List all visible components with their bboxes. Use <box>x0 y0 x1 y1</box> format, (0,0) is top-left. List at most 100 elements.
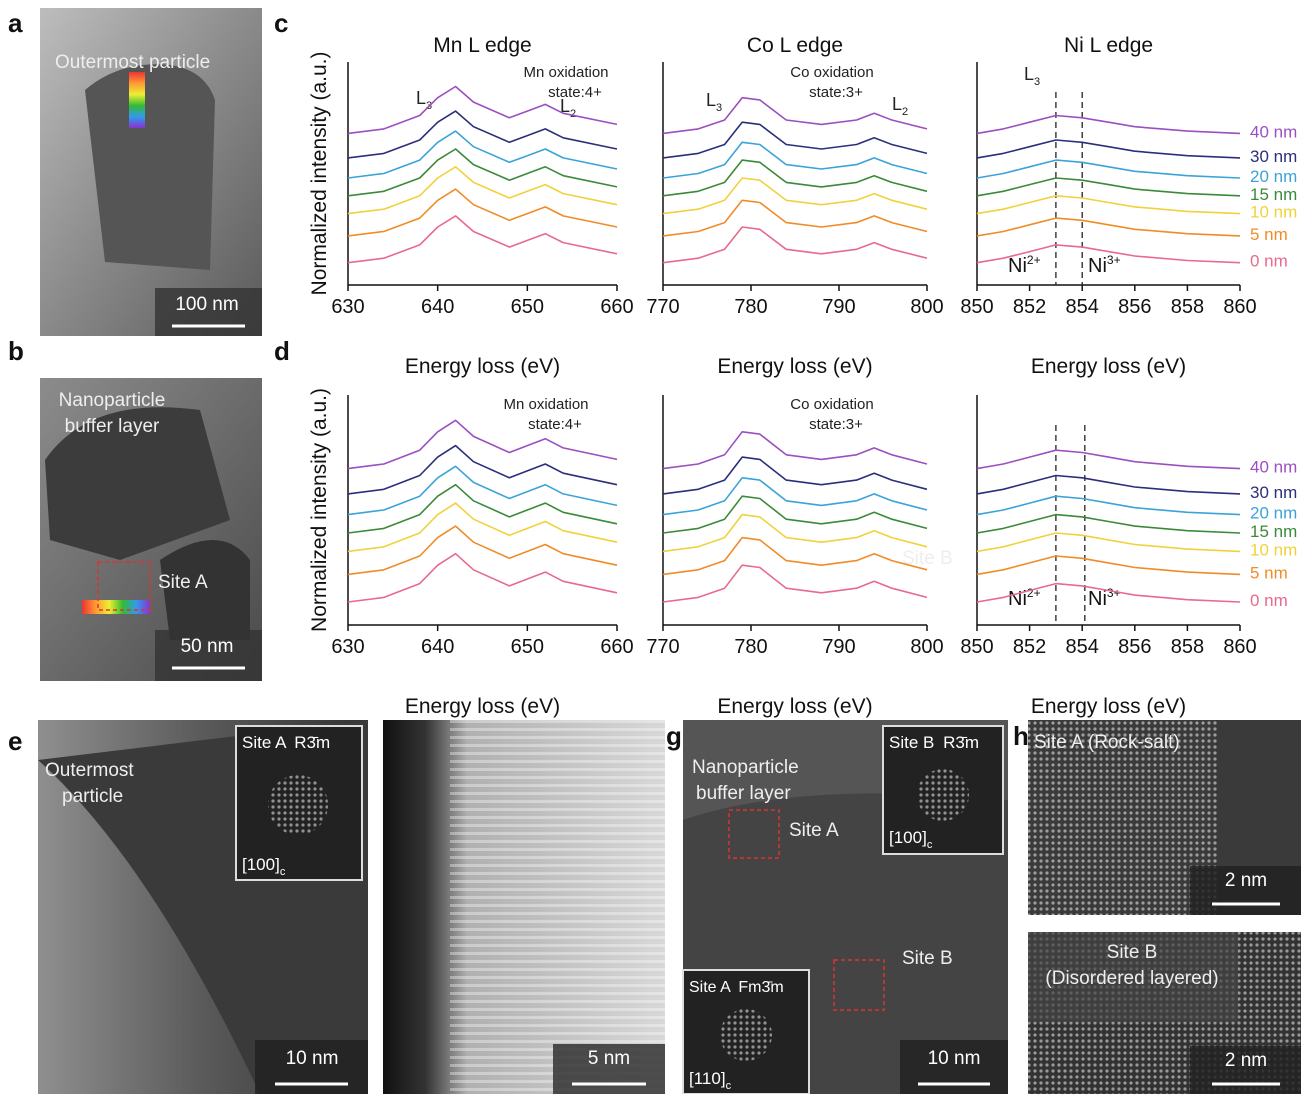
spectrum-line <box>977 450 1240 468</box>
panel-label: h <box>1013 721 1029 751</box>
legend-label: 10 nm <box>1250 540 1297 559</box>
x-tick-label: 850 <box>960 636 993 658</box>
x-tick-label: 650 <box>511 296 544 318</box>
panel-label: c <box>274 8 288 38</box>
micrograph-b: Nanoparticle buffer layer 50 nm <box>40 378 262 681</box>
page: a b c d e f g h Outermost particle 100 n… <box>0 0 1311 1094</box>
image-label: Nanoparticle <box>59 390 166 411</box>
x-tick-label: 858 <box>1171 636 1204 658</box>
x-tick-label: 852 <box>1013 636 1046 658</box>
spectrum-line <box>663 432 927 469</box>
micrograph-a: Outermost particle 100 nm <box>40 8 262 336</box>
x-tick-label: 770 <box>646 636 679 658</box>
x-axis-label: Energy loss (eV) <box>1031 355 1186 378</box>
inset-label: Site B R3̄m <box>889 733 979 752</box>
figure: a b c d e f g h Outermost particle 100 n… <box>0 0 1311 1094</box>
annotation: state:3+ <box>809 84 863 101</box>
annotation-sup: 3+ <box>1107 253 1121 267</box>
x-tick-label: 780 <box>734 296 767 318</box>
legend-label: 15 nm <box>1250 185 1297 204</box>
chart-title: Co L edge <box>747 34 843 57</box>
legend-label: 0 nm <box>1250 591 1288 610</box>
inset-axis-sub: c <box>280 866 286 878</box>
y-axis-label: Normalized intensity (a.u.) <box>308 52 331 296</box>
annotation-text: Ni <box>1008 255 1027 277</box>
annotation: Mn oxidation <box>523 64 608 81</box>
image-label: Nanoparticle <box>692 757 799 778</box>
legend-label: 40 nm <box>1250 458 1297 477</box>
annotation-text: L <box>892 94 902 114</box>
x-tick-label: 856 <box>1118 296 1151 318</box>
micrograph-h: Site A (Rock-salt) 2 nm Site B (Disorder… <box>1028 720 1301 1094</box>
annotation-sup: 2+ <box>1027 253 1041 267</box>
annotation: L3 <box>706 90 722 114</box>
annotation-text: Ni <box>1088 255 1107 277</box>
inset-site: Site A <box>689 979 731 996</box>
inset-site: Site A <box>242 733 287 752</box>
annotation-sub: 2 <box>570 108 576 120</box>
spectrum-line <box>977 476 1240 494</box>
x-tick-label: 850 <box>960 296 993 318</box>
annotation: Co oxidation <box>790 396 873 413</box>
legend-label: 40 nm <box>1250 122 1297 141</box>
spectrum-line <box>977 496 1240 514</box>
scale-bar-label: 10 nm <box>928 1048 981 1069</box>
spectrum-line <box>348 554 617 602</box>
annotation: state:3+ <box>809 416 863 433</box>
image-label: buffer layer <box>65 416 160 437</box>
x-tick-label: 660 <box>600 636 633 658</box>
x-tick-label: 640 <box>421 296 454 318</box>
spectrum-line <box>977 533 1240 551</box>
chart-title: Mn L edge <box>433 34 531 57</box>
panel-label: g <box>666 721 682 751</box>
spectrum-line <box>348 131 617 178</box>
annotation-sub: 3 <box>1034 76 1040 88</box>
image-label: Site B <box>1107 942 1158 963</box>
x-tick-label: 800 <box>910 636 943 658</box>
spectrum-line <box>977 116 1240 134</box>
annotation: L3 <box>1024 64 1040 88</box>
inset-group: R3̄m <box>294 733 330 752</box>
legend-label: 0 nm <box>1250 252 1288 271</box>
x-tick-label: 854 <box>1066 296 1099 318</box>
spectrum-line <box>977 178 1240 196</box>
x-tick-label: 800 <box>910 296 943 318</box>
image-label: Outermost particle <box>55 52 210 73</box>
x-tick-label: 650 <box>511 636 544 658</box>
region-label: Site B <box>902 948 953 969</box>
inset-group: Fm3̄m <box>738 979 783 996</box>
x-tick-label: 860 <box>1223 636 1256 658</box>
x-tick-label: 856 <box>1118 636 1151 658</box>
x-tick-label: 630 <box>331 636 364 658</box>
inset-group: R3̄m <box>943 733 979 752</box>
legend-label: 20 nm <box>1250 504 1297 523</box>
spectrum-line <box>977 218 1240 236</box>
scale-bar-label: 2 nm <box>1225 1050 1267 1071</box>
spectrum-line <box>977 515 1240 533</box>
annotation: L3 <box>416 88 432 112</box>
x-tick-label: 780 <box>734 636 767 658</box>
spectrum-line <box>663 142 927 178</box>
x-tick-label: 630 <box>331 296 364 318</box>
spectrum-line <box>977 140 1240 158</box>
spectrum-line <box>977 556 1240 574</box>
x-axis-label: Energy loss (eV) <box>1031 695 1186 718</box>
scale-bar-label: 50 nm <box>181 636 234 657</box>
micrograph-g: Nanoparticle buffer layer Site A Site B … <box>683 548 1008 1094</box>
x-axis-label: Energy loss (eV) <box>717 355 872 378</box>
annotation: state:4+ <box>528 416 582 433</box>
annotation-sub: 3 <box>716 102 722 114</box>
x-axis-label: Energy loss (eV) <box>405 355 560 378</box>
inset-axis-text: [110] <box>689 1069 726 1088</box>
x-tick-label: 790 <box>822 636 855 658</box>
x-tick-label: 860 <box>1223 296 1256 318</box>
x-tick-label: 790 <box>822 296 855 318</box>
spectrum-line <box>348 216 617 263</box>
spectrum-line <box>663 478 927 515</box>
spectrum-line <box>663 200 927 236</box>
scale-bar-label: 2 nm <box>1225 870 1267 891</box>
scale-bar-label: 10 nm <box>286 1048 339 1069</box>
x-tick-label: 858 <box>1171 296 1204 318</box>
spectrum-line <box>977 160 1240 178</box>
annotation: Ni3+ <box>1088 253 1121 277</box>
